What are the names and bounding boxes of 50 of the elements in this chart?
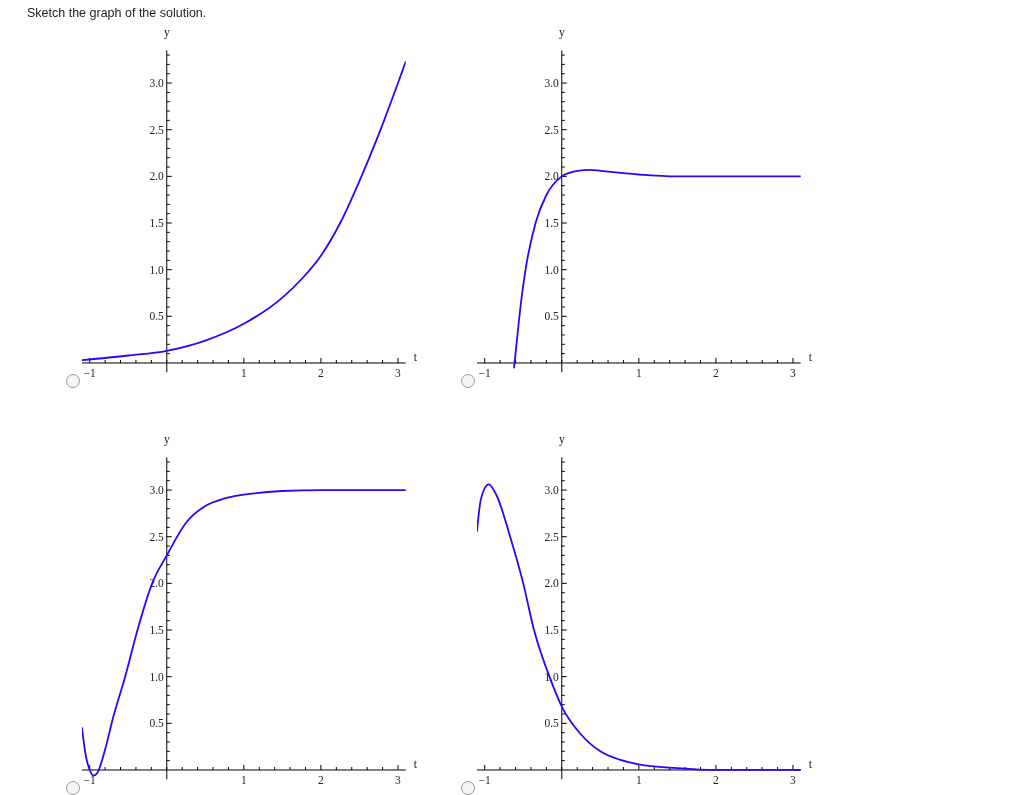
x-tick-label: 1 (635, 366, 642, 379)
y-tick-label: 1.0 (149, 670, 165, 683)
x-tick-label: 3 (790, 366, 797, 379)
x-tick-label: 2 (318, 773, 325, 786)
y-tick-label: 1.5 (149, 217, 165, 230)
y-tick-label: 2.0 (544, 170, 560, 183)
y-tick-label: 2.5 (544, 530, 560, 543)
y-tick-label: 2.5 (544, 123, 560, 136)
x-axis-title: t (413, 350, 418, 363)
y-tick-label: 1.0 (544, 263, 560, 276)
y-axis-title: y (163, 26, 170, 40)
y-tick-label: 3.0 (149, 77, 165, 90)
x-axis-title: t (808, 757, 813, 770)
x-tick-label: 3 (790, 773, 797, 786)
x-axis-title: t (808, 350, 813, 363)
y-tick-label: 2.5 (149, 530, 165, 543)
x-tick-label: −1 (83, 366, 97, 379)
x-tick-label: 2 (318, 366, 325, 379)
chart-title: Sketch the graph of the solution. (27, 6, 207, 20)
y-tick-label: 1.5 (544, 217, 560, 230)
y-tick-label: 2.5 (149, 123, 165, 136)
y-tick-label: 2.0 (149, 170, 165, 183)
x-tick-label: 1 (240, 366, 247, 379)
y-tick-label: 3.0 (544, 77, 560, 90)
x-axis-title: t (413, 757, 418, 770)
x-tick-label: 2 (713, 366, 720, 379)
y-tick-label: 2.0 (544, 577, 560, 590)
y-tick-label: 1.0 (149, 263, 165, 276)
y-axis-title: y (163, 433, 170, 447)
x-tick-label: 3 (395, 773, 402, 786)
y-tick-label: 1.5 (544, 624, 560, 637)
line-series (513, 168, 801, 369)
x-tick-label: −1 (83, 773, 97, 786)
y-tick-label: 1.5 (149, 624, 165, 637)
x-tick-label: 1 (635, 773, 642, 786)
x-tick-label: 1 (240, 773, 247, 786)
x-tick-label: 3 (395, 366, 402, 379)
x-tick-label: 2 (713, 773, 720, 786)
y-tick-label: 3.0 (149, 484, 165, 497)
y-tick-label: 0.5 (149, 717, 165, 730)
y-tick-label: 3.0 (544, 484, 560, 497)
y-axis-title: y (558, 433, 565, 447)
y-tick-label: 0.5 (544, 717, 560, 730)
y-tick-label: 0.5 (544, 310, 560, 323)
x-tick-label: −1 (478, 773, 492, 786)
y-axis-title: y (558, 26, 565, 40)
line-series (82, 60, 406, 362)
x-tick-label: −1 (478, 366, 492, 379)
line-series (477, 483, 801, 771)
y-tick-label: 0.5 (149, 310, 165, 323)
